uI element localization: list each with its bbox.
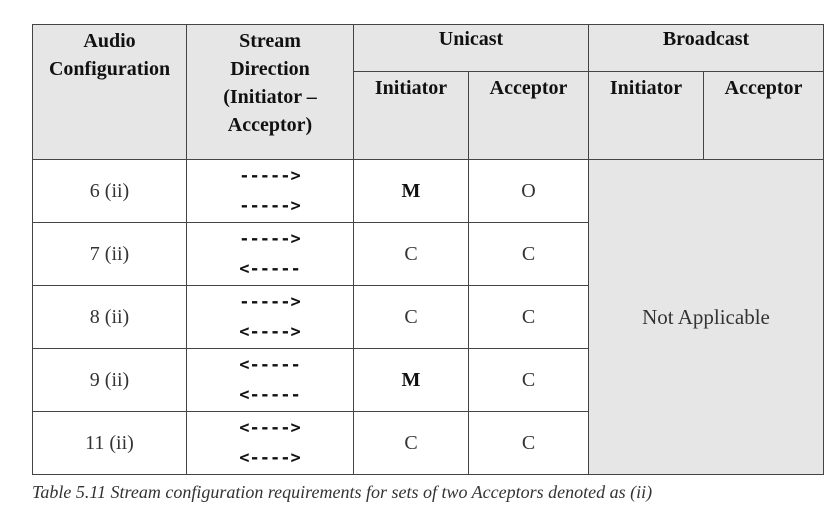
unicast-acceptor-cell: C <box>468 285 589 349</box>
unicast-initiator-cell: C <box>353 285 469 349</box>
stream-direction-cell: -----> <----- <box>186 222 354 286</box>
table-row: 8 (ii) -----> <----> C C <box>32 285 824 349</box>
stream-direction-line-3: (Initiator – <box>223 86 317 108</box>
unicast-initiator-cell: C <box>353 222 469 286</box>
stream-direction-line-4: Acceptor) <box>227 114 313 136</box>
stream-direction-line-1: Stream <box>239 30 301 52</box>
direction-arrow: -----> <box>239 166 301 186</box>
stream-direction-cell: -----> -----> <box>186 159 354 223</box>
header-unicast: Unicast <box>353 23 589 73</box>
header-stream-direction: Stream Direction (Initiator – Acceptor) <box>186 24 354 160</box>
table-row: 7 (ii) -----> <----- C C <box>32 222 824 286</box>
table-row: 6 (ii) -----> -----> M O Not Applicable <box>32 159 824 475</box>
audio-config-cell: 7 (ii) <box>32 222 187 286</box>
header-row-1: Audio Configuration Stream Direction (In… <box>32 23 824 160</box>
stream-direction-line-2: Direction <box>230 58 310 80</box>
direction-arrow: <----- <box>239 385 301 405</box>
table-row: 11 (ii) <----> <----> C C <box>32 411 824 475</box>
audio-config-cell: 8 (ii) <box>32 285 187 349</box>
direction-arrow: -----> <box>239 196 301 216</box>
direction-arrow: <----> <box>239 322 301 342</box>
unicast-acceptor-cell: C <box>468 348 589 412</box>
direction-arrow: -----> <box>239 229 301 249</box>
direction-arrow: <----> <box>239 418 301 438</box>
unicast-initiator-cell: M <box>353 159 469 223</box>
unicast-initiator-cell: C <box>353 411 469 475</box>
unicast-acceptor-cell: O <box>468 159 589 223</box>
header-unicast-initiator: Initiator <box>353 71 469 160</box>
audio-config-cell: 11 (ii) <box>32 411 187 475</box>
stream-config-table: Audio Configuration Stream Direction (In… <box>32 23 824 475</box>
stream-direction-cell: -----> <----> <box>186 285 354 349</box>
direction-arrow: <----> <box>239 448 301 468</box>
unicast-acceptor-cell: C <box>468 411 589 475</box>
stream-config-table-wrapper: Audio Configuration Stream Direction (In… <box>32 23 824 475</box>
audio-config-cell: 6 (ii) <box>32 159 187 223</box>
audio-config-cell: 9 (ii) <box>32 348 187 412</box>
header-broadcast-acceptor: Acceptor <box>703 71 824 160</box>
unicast-initiator-cell: M <box>353 348 469 412</box>
header-broadcast: Broadcast <box>588 23 824 73</box>
table-caption: Table 5.11 Stream configuration requirem… <box>32 482 653 502</box>
header-broadcast-initiator: Initiator <box>588 71 704 160</box>
header-unicast-acceptor: Acceptor <box>468 71 589 160</box>
header-row-2: Initiator Acceptor Initiator Acceptor <box>33 71 824 160</box>
direction-arrow: -----> <box>239 292 301 312</box>
stream-direction-cell: <----- <----- <box>186 348 354 412</box>
unicast-acceptor-cell: C <box>468 222 589 286</box>
stream-direction-cell: <----> <----> <box>186 411 354 475</box>
broadcast-not-applicable-cell: Not Applicable <box>588 159 824 475</box>
direction-arrow: <----- <box>239 259 301 279</box>
table-row: 9 (ii) <----- <----- M C <box>32 348 824 412</box>
header-audio-configuration: Audio Configuration <box>32 24 187 160</box>
direction-arrow: <----- <box>239 355 301 375</box>
